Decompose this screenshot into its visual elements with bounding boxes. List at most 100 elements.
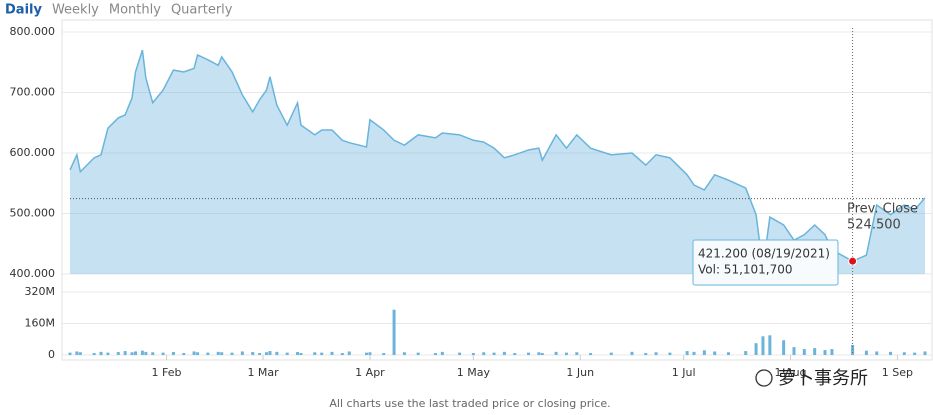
volume-bar <box>230 352 234 355</box>
volume-bar <box>830 349 834 355</box>
volume-bar <box>440 351 444 355</box>
volume-bar <box>685 351 689 355</box>
volume-bar <box>589 353 593 355</box>
plot-frame <box>61 19 933 361</box>
tab[interactable]: Monthly <box>109 3 161 18</box>
volume-bar <box>913 352 917 355</box>
volume-bar <box>564 352 568 355</box>
volume-bar <box>116 352 120 355</box>
volume-bar <box>92 353 96 355</box>
volume-bar <box>482 352 486 355</box>
volume-bar <box>220 352 224 355</box>
volume-bar <box>313 352 317 355</box>
volume-tick-label: 0 <box>48 348 55 361</box>
volume-bar <box>554 351 558 355</box>
volume-bar <box>265 352 269 355</box>
volume-bar <box>768 335 772 355</box>
volume-bar <box>206 352 210 355</box>
volume-bar <box>537 352 541 355</box>
y-tick-label: 400.000 <box>10 267 56 280</box>
hover-point <box>848 256 858 266</box>
volume-bar <box>402 352 406 355</box>
volume-bar <box>668 352 672 355</box>
volume-bar <box>654 352 658 355</box>
tooltip-line: Vol: 51,101,700 <box>698 263 793 277</box>
volume-bar <box>382 353 386 355</box>
volume-bar <box>471 353 475 355</box>
volume-bar <box>123 351 127 355</box>
y-tick-label: 500.000 <box>10 207 56 220</box>
watermark-icon <box>755 369 773 387</box>
tab[interactable]: Quarterly <box>171 3 233 18</box>
x-tick-label: 1 Sep <box>882 366 913 379</box>
footnote: All charts use the last traded price or … <box>329 397 610 410</box>
volume-bar <box>902 352 906 355</box>
volume-bar <box>99 351 103 355</box>
volume-bar <box>192 351 196 355</box>
volume-bar <box>151 352 155 355</box>
volume-bar <box>275 351 279 355</box>
y-tick-label: 600.000 <box>10 146 56 159</box>
y-tick-label: 800.000 <box>10 25 56 38</box>
volume-bar <box>364 352 368 355</box>
volume-bar <box>161 352 165 355</box>
volume-tick-label: 160M <box>25 317 56 330</box>
volume-bar <box>609 352 613 355</box>
tooltip-line: 421.200 (08/19/2021) <box>698 247 830 261</box>
volume-bar <box>492 352 496 355</box>
volume-bar <box>299 353 303 355</box>
volume-bar <box>68 352 72 355</box>
volume-bar <box>754 343 758 355</box>
volume-bar <box>368 352 372 355</box>
x-tick-label: 1 Mar <box>247 366 279 379</box>
volume-bar <box>258 353 262 355</box>
volume-bar <box>78 352 82 355</box>
x-tick-label: 1 Feb <box>152 366 182 379</box>
volume-bar <box>744 351 748 355</box>
volume-bar <box>144 351 148 355</box>
volume-bar <box>713 351 717 355</box>
volume-bar <box>813 348 817 355</box>
volume-bar <box>726 352 730 355</box>
tab[interactable]: Weekly <box>52 3 99 18</box>
volume-bar <box>75 351 79 355</box>
volume-bar <box>575 352 579 355</box>
volume-bar <box>106 352 110 355</box>
volume-bar <box>823 350 827 355</box>
volume-bar <box>268 351 272 355</box>
volume-bar <box>416 352 420 355</box>
volume-bar <box>644 353 648 355</box>
prev-close-label: Prev. Close <box>847 202 918 217</box>
volume-bar <box>513 353 517 355</box>
volume-bar <box>216 351 220 355</box>
volume-bar <box>182 353 186 355</box>
volume-bar <box>864 350 868 355</box>
x-tick-label: 1 May <box>457 366 491 379</box>
volume-bar <box>392 309 396 355</box>
tab[interactable]: Daily <box>5 3 42 18</box>
volume-bar <box>802 349 806 355</box>
volume-bar <box>347 351 351 355</box>
volume-bar <box>296 352 300 355</box>
price-area <box>70 50 925 275</box>
volume-bar <box>320 352 324 355</box>
tooltip-box <box>692 239 839 286</box>
volume-bar <box>923 351 927 355</box>
volume-bar <box>889 351 893 355</box>
x-tick-label: 1 Apr <box>355 366 385 379</box>
x-tick-label: 1 Jul <box>672 366 696 379</box>
volume-bar <box>527 352 531 355</box>
volume-bar <box>196 352 200 355</box>
volume-bar <box>782 340 786 355</box>
volume-bar <box>340 353 344 355</box>
volume-bar <box>761 336 765 355</box>
volume-bar <box>433 353 437 355</box>
volume-bar <box>540 353 544 355</box>
volume-bar <box>702 350 706 355</box>
x-tick-label: 1 Aug <box>775 366 807 379</box>
prev-close-value: 524.500 <box>847 218 901 233</box>
volume-bar <box>130 352 134 355</box>
volume-bar <box>134 351 138 355</box>
volume-bar <box>240 351 244 355</box>
